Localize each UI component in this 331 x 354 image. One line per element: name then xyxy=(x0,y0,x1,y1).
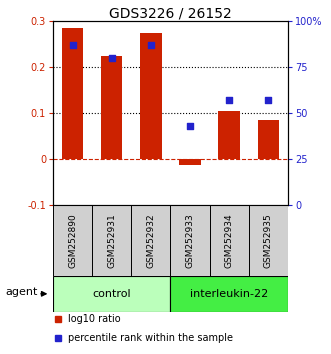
Text: control: control xyxy=(92,289,131,299)
Bar xyxy=(101,56,122,159)
Text: interleukin-22: interleukin-22 xyxy=(190,289,268,299)
Bar xyxy=(170,276,288,312)
Text: log10 ratio: log10 ratio xyxy=(68,314,121,324)
Bar xyxy=(53,276,170,312)
Bar xyxy=(131,205,170,276)
Text: GSM252932: GSM252932 xyxy=(146,213,155,268)
Point xyxy=(148,42,154,48)
Bar xyxy=(170,205,210,276)
Bar xyxy=(179,159,201,165)
Bar xyxy=(210,205,249,276)
Bar xyxy=(92,205,131,276)
Text: GSM252935: GSM252935 xyxy=(264,213,273,268)
Text: GSM252933: GSM252933 xyxy=(186,213,195,268)
Point xyxy=(266,98,271,103)
Bar xyxy=(140,33,162,159)
Text: GSM252934: GSM252934 xyxy=(225,213,234,268)
Point xyxy=(226,98,232,103)
Point xyxy=(187,123,193,129)
Bar xyxy=(258,120,279,159)
Bar xyxy=(53,205,92,276)
Bar xyxy=(218,111,240,159)
Text: agent: agent xyxy=(5,287,38,297)
Bar xyxy=(249,205,288,276)
Point xyxy=(109,55,114,61)
Bar xyxy=(62,28,83,159)
Text: GSM252890: GSM252890 xyxy=(68,213,77,268)
Text: percentile rank within the sample: percentile rank within the sample xyxy=(68,333,233,343)
Point xyxy=(70,42,75,48)
Title: GDS3226 / 26152: GDS3226 / 26152 xyxy=(109,6,232,20)
Text: GSM252931: GSM252931 xyxy=(107,213,116,268)
